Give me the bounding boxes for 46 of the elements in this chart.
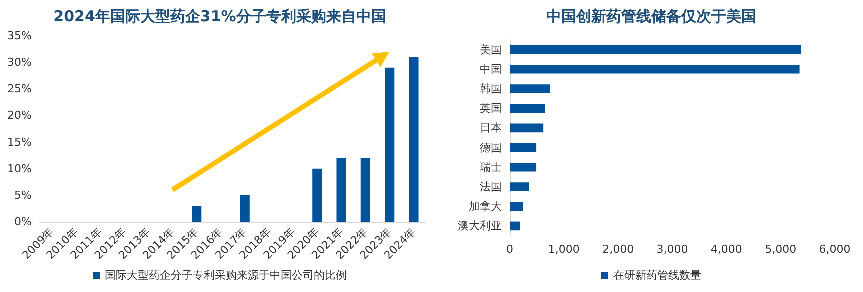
bar — [510, 124, 544, 133]
chart-title: 中国创新药管线储备仅次于美国 — [546, 8, 756, 26]
legend-label: 在研新药管线数量 — [614, 269, 702, 282]
chart-title: 2024年国际大型药企31%分子专利采购来自中国 — [54, 8, 386, 26]
x-tick-label: 6,000 — [819, 243, 851, 256]
y-tick-label: 0% — [14, 216, 32, 228]
y-tick-label: 10% — [8, 162, 32, 176]
y-tick-label: 中国 — [480, 62, 502, 76]
y-tick-label: 15% — [8, 136, 32, 149]
y-tick-label: 30% — [8, 56, 32, 70]
bar — [384, 68, 395, 222]
bar — [510, 222, 520, 231]
y-tick-label: 5% — [14, 188, 32, 202]
bar — [510, 45, 802, 54]
bar — [510, 202, 523, 212]
y-tick-label: 英国 — [480, 102, 502, 116]
bar — [360, 158, 371, 222]
bar — [510, 143, 537, 152]
y-tick-label: 瑞士 — [480, 160, 502, 174]
bar — [312, 168, 322, 222]
x-tick-label: 0 — [506, 243, 514, 256]
y-tick-label: 20% — [8, 109, 32, 122]
y-tick-label: 法国 — [480, 180, 502, 194]
bar — [240, 195, 250, 222]
bar — [510, 182, 530, 192]
y-tick-label: 美国 — [480, 43, 502, 56]
x-tick-label: 1,000 — [548, 243, 580, 256]
y-tick-label: 35% — [8, 30, 32, 42]
legend-label: 国际大型药企分子专利采购来源于中国公司的比例 — [105, 269, 347, 282]
bar — [510, 162, 537, 172]
x-tick-label: 5,000 — [765, 243, 797, 256]
y-tick-label: 澳大利亚 — [458, 220, 502, 233]
bar — [510, 104, 546, 114]
y-tick-label: 德国 — [480, 141, 502, 154]
y-tick-label: 25% — [8, 82, 32, 96]
bar — [192, 206, 202, 222]
bar — [510, 64, 800, 74]
x-tick-label: 2,000 — [602, 243, 634, 256]
bar — [409, 57, 419, 222]
bar — [510, 84, 550, 94]
y-tick-label: 韩国 — [480, 82, 502, 96]
y-tick-label: 日本 — [480, 122, 502, 135]
bar — [336, 158, 346, 222]
y-tick-label: 加拿大 — [469, 200, 502, 214]
x-tick-label: 4,000 — [710, 243, 742, 256]
x-tick-label: 3,000 — [656, 243, 688, 256]
